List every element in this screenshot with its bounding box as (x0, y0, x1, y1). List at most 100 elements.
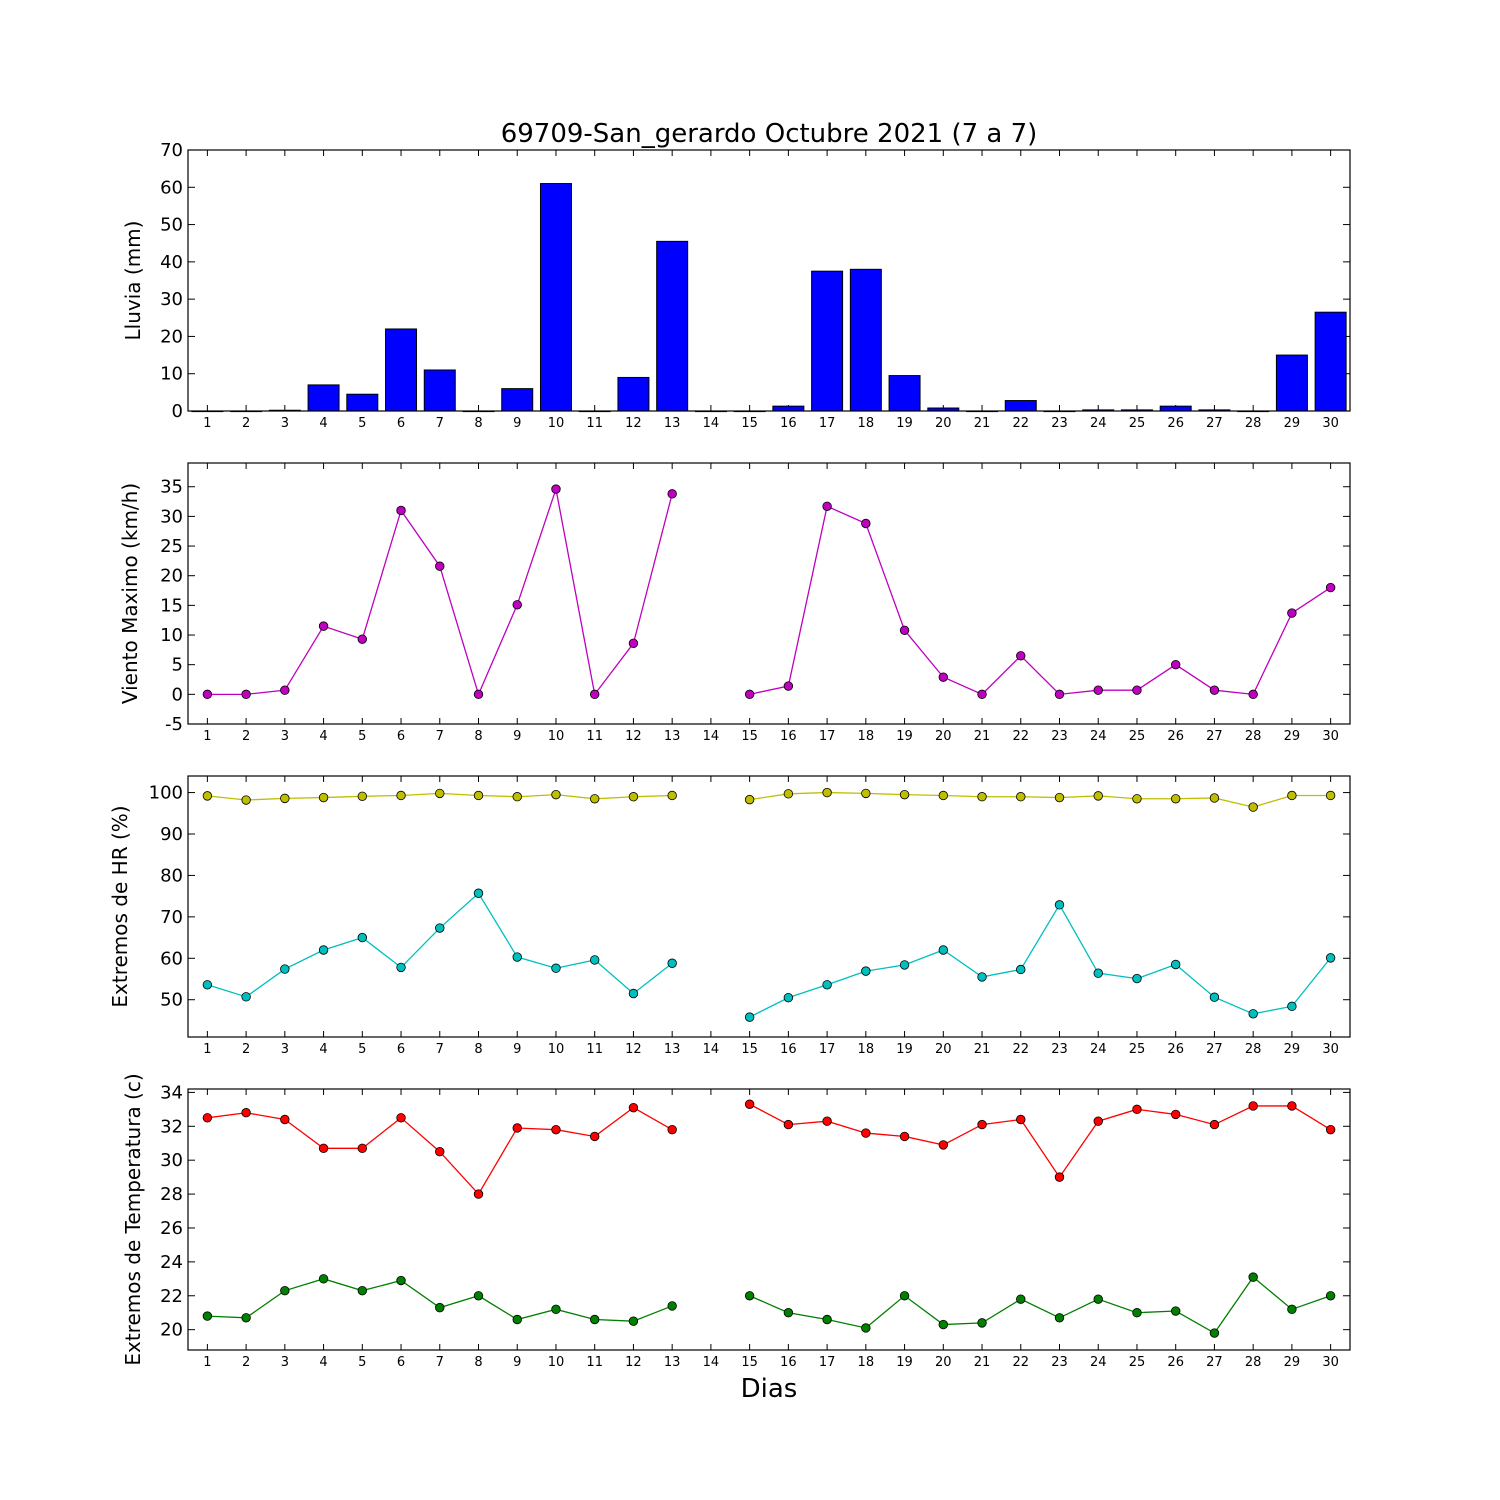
data-point (590, 689, 600, 700)
data-point (590, 1131, 600, 1142)
data-point (1287, 1001, 1297, 1012)
y-tick-label: 25 (160, 536, 183, 557)
data-point (202, 689, 213, 700)
x-tick-label: 17 (819, 729, 836, 744)
data-point (938, 672, 949, 682)
x-tick-label: 11 (586, 1355, 603, 1370)
data-point (1209, 793, 1220, 803)
data-point (1054, 1172, 1065, 1182)
data-point (822, 501, 832, 512)
series-line-2 (207, 1278, 673, 1322)
y-tick-label: 30 (160, 289, 183, 310)
x-tick-label: 12 (625, 1042, 642, 1057)
y-tick-label: 30 (160, 506, 183, 527)
data-point (783, 1119, 794, 1130)
data-point (473, 888, 484, 898)
data-point (551, 1304, 561, 1315)
x-tick-label: 29 (1284, 416, 1301, 431)
data-point (744, 689, 755, 700)
x-tick-label: 20 (935, 1042, 952, 1057)
x-tick-label: 10 (548, 1355, 565, 1370)
x-tick-label: 27 (1206, 729, 1223, 744)
x-tick-label: 17 (819, 1355, 836, 1370)
x-tick-label: 21 (974, 1042, 991, 1057)
data-point (977, 689, 987, 700)
data-point (512, 600, 522, 610)
data-point (280, 793, 290, 804)
y-tick-label: 35 (160, 477, 183, 498)
data-point (357, 634, 368, 644)
data-point (1093, 685, 1103, 695)
x-tick-label: 19 (896, 729, 913, 744)
x-tick-label: 7 (436, 729, 444, 744)
data-point (899, 625, 910, 635)
x-tick-label: 3 (281, 1355, 289, 1370)
data-point (1248, 1009, 1258, 1019)
x-tick-label: 22 (1012, 1355, 1029, 1370)
x-tick-label: 6 (397, 1355, 405, 1370)
x-tick-label: 9 (513, 1042, 521, 1057)
x-tick-label: 1 (203, 1355, 211, 1370)
x-tick-label: 10 (548, 1042, 565, 1057)
x-tick-label: 27 (1206, 1355, 1223, 1370)
x-tick-label: 26 (1167, 729, 1184, 744)
x-tick-label: 10 (548, 729, 565, 744)
x-tick-label: 19 (896, 1042, 913, 1057)
x-tick-label: 11 (586, 729, 603, 744)
x-tick-label: 20 (935, 416, 952, 431)
bar (385, 328, 418, 412)
x-tick-label: 22 (1012, 416, 1029, 431)
data-point (241, 795, 251, 805)
x-tick-label: 14 (703, 416, 720, 431)
data-point (551, 484, 561, 494)
data-point (977, 1119, 987, 1130)
data-point (1016, 964, 1026, 975)
data-point (512, 1314, 522, 1325)
data-point (357, 791, 368, 802)
data-point (1054, 1313, 1065, 1323)
x-tick-label: 9 (513, 416, 521, 431)
data-point (667, 489, 677, 499)
data-point (1287, 1304, 1297, 1315)
x-tick-label: 30 (1322, 416, 1339, 431)
data-point (822, 787, 832, 798)
x-tick-label: 6 (397, 1042, 405, 1057)
bar (811, 270, 844, 412)
data-point (1132, 973, 1142, 984)
data-point (241, 1108, 251, 1118)
series-line-1 (207, 486, 673, 697)
y-axis-title: Extremos de Temperatura (c) (121, 1073, 145, 1365)
data-point (512, 792, 522, 802)
data-point (318, 945, 329, 955)
data-point (861, 1323, 871, 1333)
data-point (1132, 794, 1142, 804)
x-tick-label: 16 (780, 1355, 797, 1370)
x-tick-label: 13 (664, 729, 681, 744)
data-point (1016, 1114, 1026, 1125)
x-tick-label: 25 (1129, 1042, 1146, 1057)
data-point (938, 1319, 949, 1330)
data-point (473, 1291, 484, 1301)
x-tick-label: 20 (935, 1355, 952, 1370)
data-point (783, 789, 794, 799)
x-tick-label: 28 (1245, 1042, 1262, 1057)
y-tick-label: 20 (160, 326, 183, 347)
data-point (1170, 659, 1181, 670)
y-tick-label: 100 (149, 783, 183, 804)
series-line-1 (749, 791, 1331, 808)
data-point (590, 794, 600, 804)
x-tick-label: 17 (819, 1042, 836, 1057)
data-point (280, 964, 290, 974)
data-point (435, 1302, 445, 1313)
y-tick-label: 70 (160, 140, 183, 161)
data-point (628, 1316, 639, 1326)
x-tick-label: 7 (436, 1042, 444, 1057)
x-tick-label: 5 (358, 416, 366, 431)
data-point (512, 952, 522, 962)
data-point (977, 792, 987, 802)
x-tick-label: 1 (203, 416, 211, 431)
plot-frame (187, 462, 1351, 725)
x-tick-label: 9 (513, 729, 521, 744)
